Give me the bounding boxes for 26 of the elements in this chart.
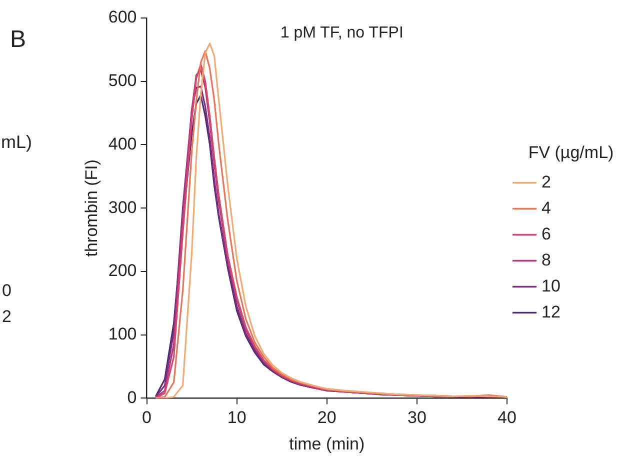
y-axis-title: thrombin (FI): [82, 159, 101, 257]
y-tick-label: 300: [108, 198, 137, 217]
y-tick-label: 600: [108, 8, 137, 27]
text: 0: [2, 281, 12, 300]
x-tick-label: 10: [227, 408, 246, 428]
chart-title: 1 pM TF, no TFPI: [280, 24, 404, 42]
x-tick-label: 20: [317, 408, 336, 428]
legend-label: 8: [542, 250, 551, 270]
legend-label: 6: [542, 224, 551, 244]
text: mL): [1, 132, 32, 152]
y-tick-label: 100: [108, 324, 137, 344]
x-tick-label: 0: [142, 408, 152, 428]
y-tick-label: 400: [108, 134, 137, 154]
text: 2: [2, 307, 12, 326]
text: B: [10, 26, 26, 53]
y-tick-label: 0: [127, 388, 137, 407]
legend-label: 2: [542, 172, 551, 192]
legend-label: 10: [542, 276, 560, 296]
x-tick-label: 30: [407, 408, 426, 428]
y-tick-label: 200: [108, 261, 137, 280]
y-tick-label: 500: [108, 71, 137, 90]
legend-title: FV (µg/mL): [528, 142, 614, 162]
legend-label: 4: [542, 198, 551, 218]
legend-label: 12: [542, 302, 560, 322]
x-axis-title: time (min): [289, 434, 365, 454]
x-tick-label: 40: [498, 408, 516, 428]
